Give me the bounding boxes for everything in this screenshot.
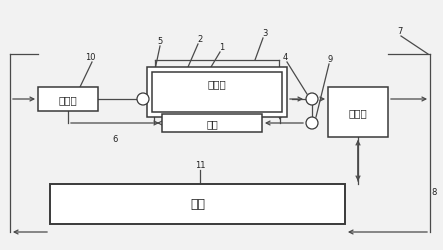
Text: 9: 9 — [327, 55, 333, 64]
Text: 1: 1 — [219, 43, 225, 52]
Text: 10: 10 — [85, 53, 95, 62]
Bar — [162, 114, 262, 132]
Text: 增湿器: 增湿器 — [349, 108, 367, 118]
Text: 6: 6 — [113, 134, 118, 143]
Text: 空压机: 空压机 — [58, 94, 78, 104]
Text: 3: 3 — [262, 29, 268, 38]
Bar — [152, 73, 282, 112]
Text: 尾排: 尾排 — [206, 118, 218, 128]
Bar — [50, 184, 345, 224]
Circle shape — [137, 94, 149, 106]
Text: 4: 4 — [282, 53, 288, 62]
Text: 2: 2 — [198, 35, 202, 44]
Text: 中冷器: 中冷器 — [208, 79, 226, 89]
Bar — [328, 88, 388, 138]
Text: 8: 8 — [431, 187, 437, 196]
Bar — [147, 68, 287, 117]
Circle shape — [306, 94, 318, 106]
Bar — [38, 88, 98, 112]
Text: 电堆: 电堆 — [190, 198, 205, 211]
Circle shape — [306, 118, 318, 130]
Text: 11: 11 — [195, 160, 205, 169]
Text: 5: 5 — [157, 37, 163, 46]
Text: 7: 7 — [397, 27, 403, 36]
